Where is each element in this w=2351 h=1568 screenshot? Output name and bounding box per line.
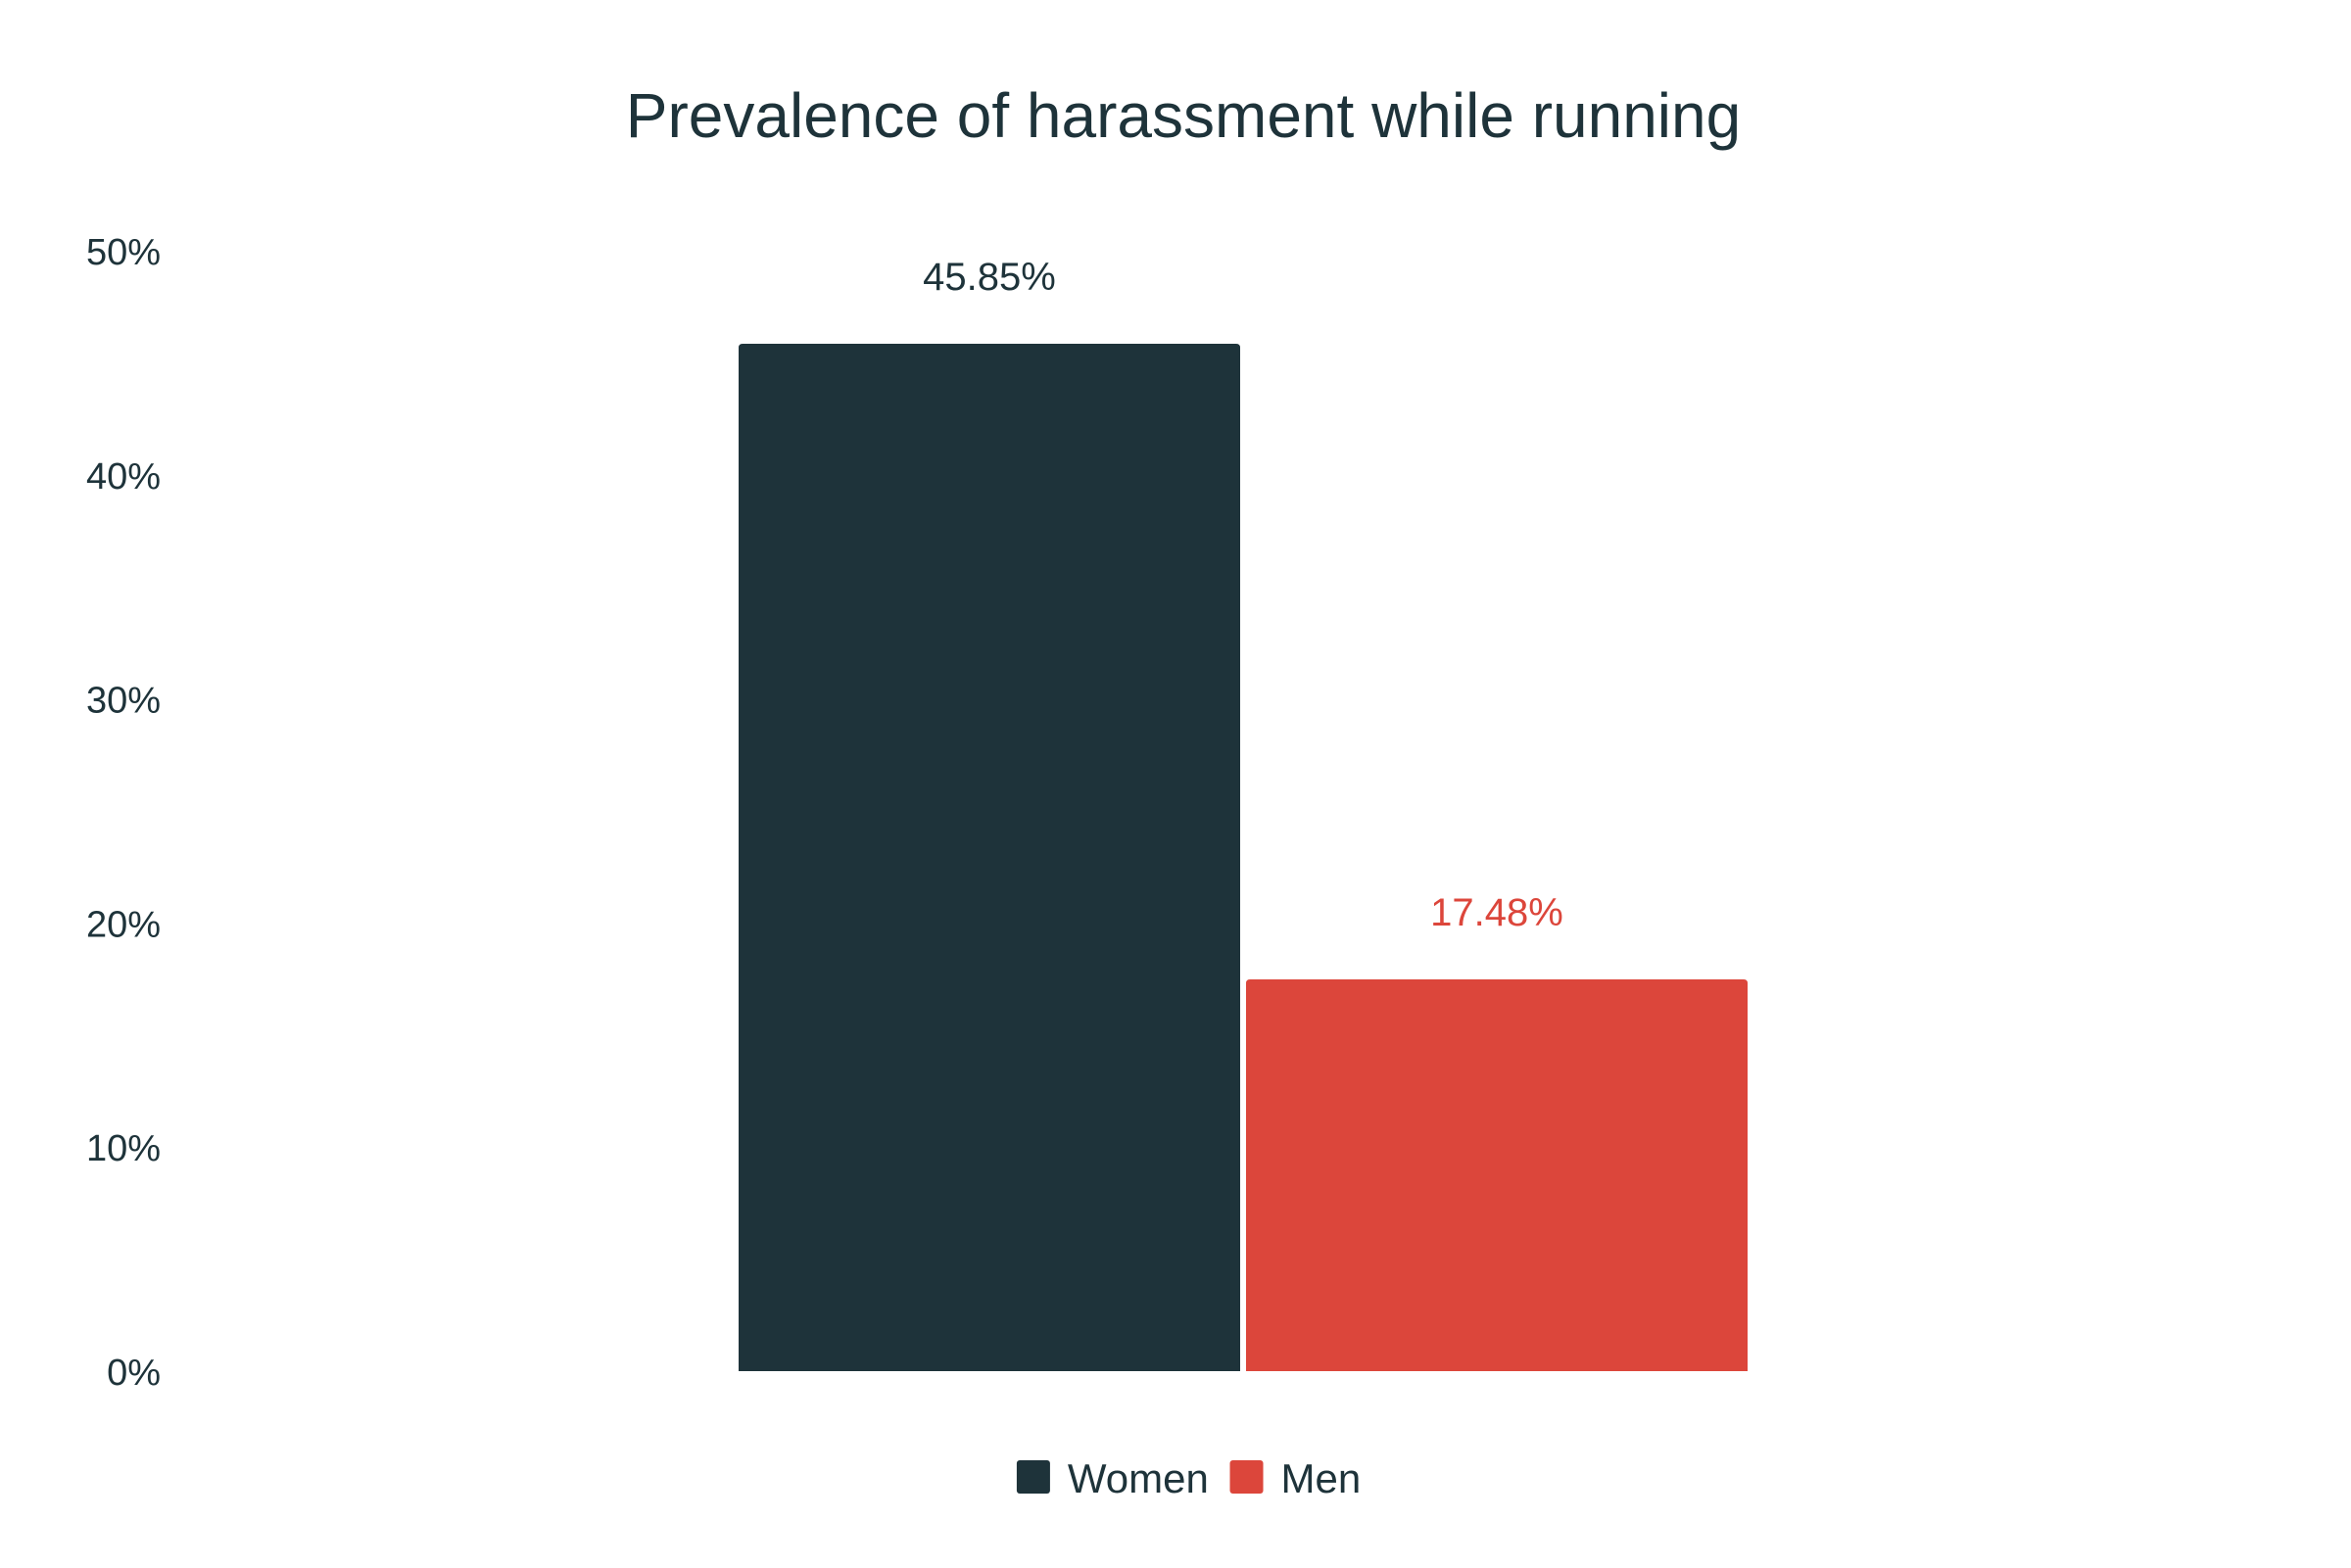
legend: Women Men xyxy=(1016,1455,1362,1501)
y-axis: 0% 10% 20% 30% 40% 50% xyxy=(86,232,161,1394)
legend-swatch-women xyxy=(1016,1460,1050,1494)
bars: 45.85% 17.48% xyxy=(739,256,1748,1371)
bar-women xyxy=(739,343,1240,1371)
legend-label-men: Men xyxy=(1281,1455,1362,1501)
legend-item-women: Women xyxy=(1016,1455,1209,1501)
y-tick-label: 0% xyxy=(107,1353,161,1394)
chart-title: Prevalence of harassment while running xyxy=(626,80,1741,151)
y-tick-label: 20% xyxy=(86,904,161,945)
legend-item-men: Men xyxy=(1229,1455,1362,1501)
y-tick-label: 30% xyxy=(86,681,161,722)
y-tick-label: 50% xyxy=(86,232,161,273)
bar-men xyxy=(1246,979,1748,1371)
y-tick-label: 40% xyxy=(86,456,161,498)
bar-group-women: 45.85% xyxy=(739,256,1240,1371)
y-tick-label: 10% xyxy=(86,1128,161,1169)
data-label-men: 17.48% xyxy=(1430,891,1563,934)
legend-label-women: Women xyxy=(1068,1455,1209,1501)
legend-swatch-men xyxy=(1229,1460,1264,1494)
bar-group-men: 17.48% xyxy=(1246,891,1748,1371)
data-label-women: 45.85% xyxy=(923,256,1056,299)
